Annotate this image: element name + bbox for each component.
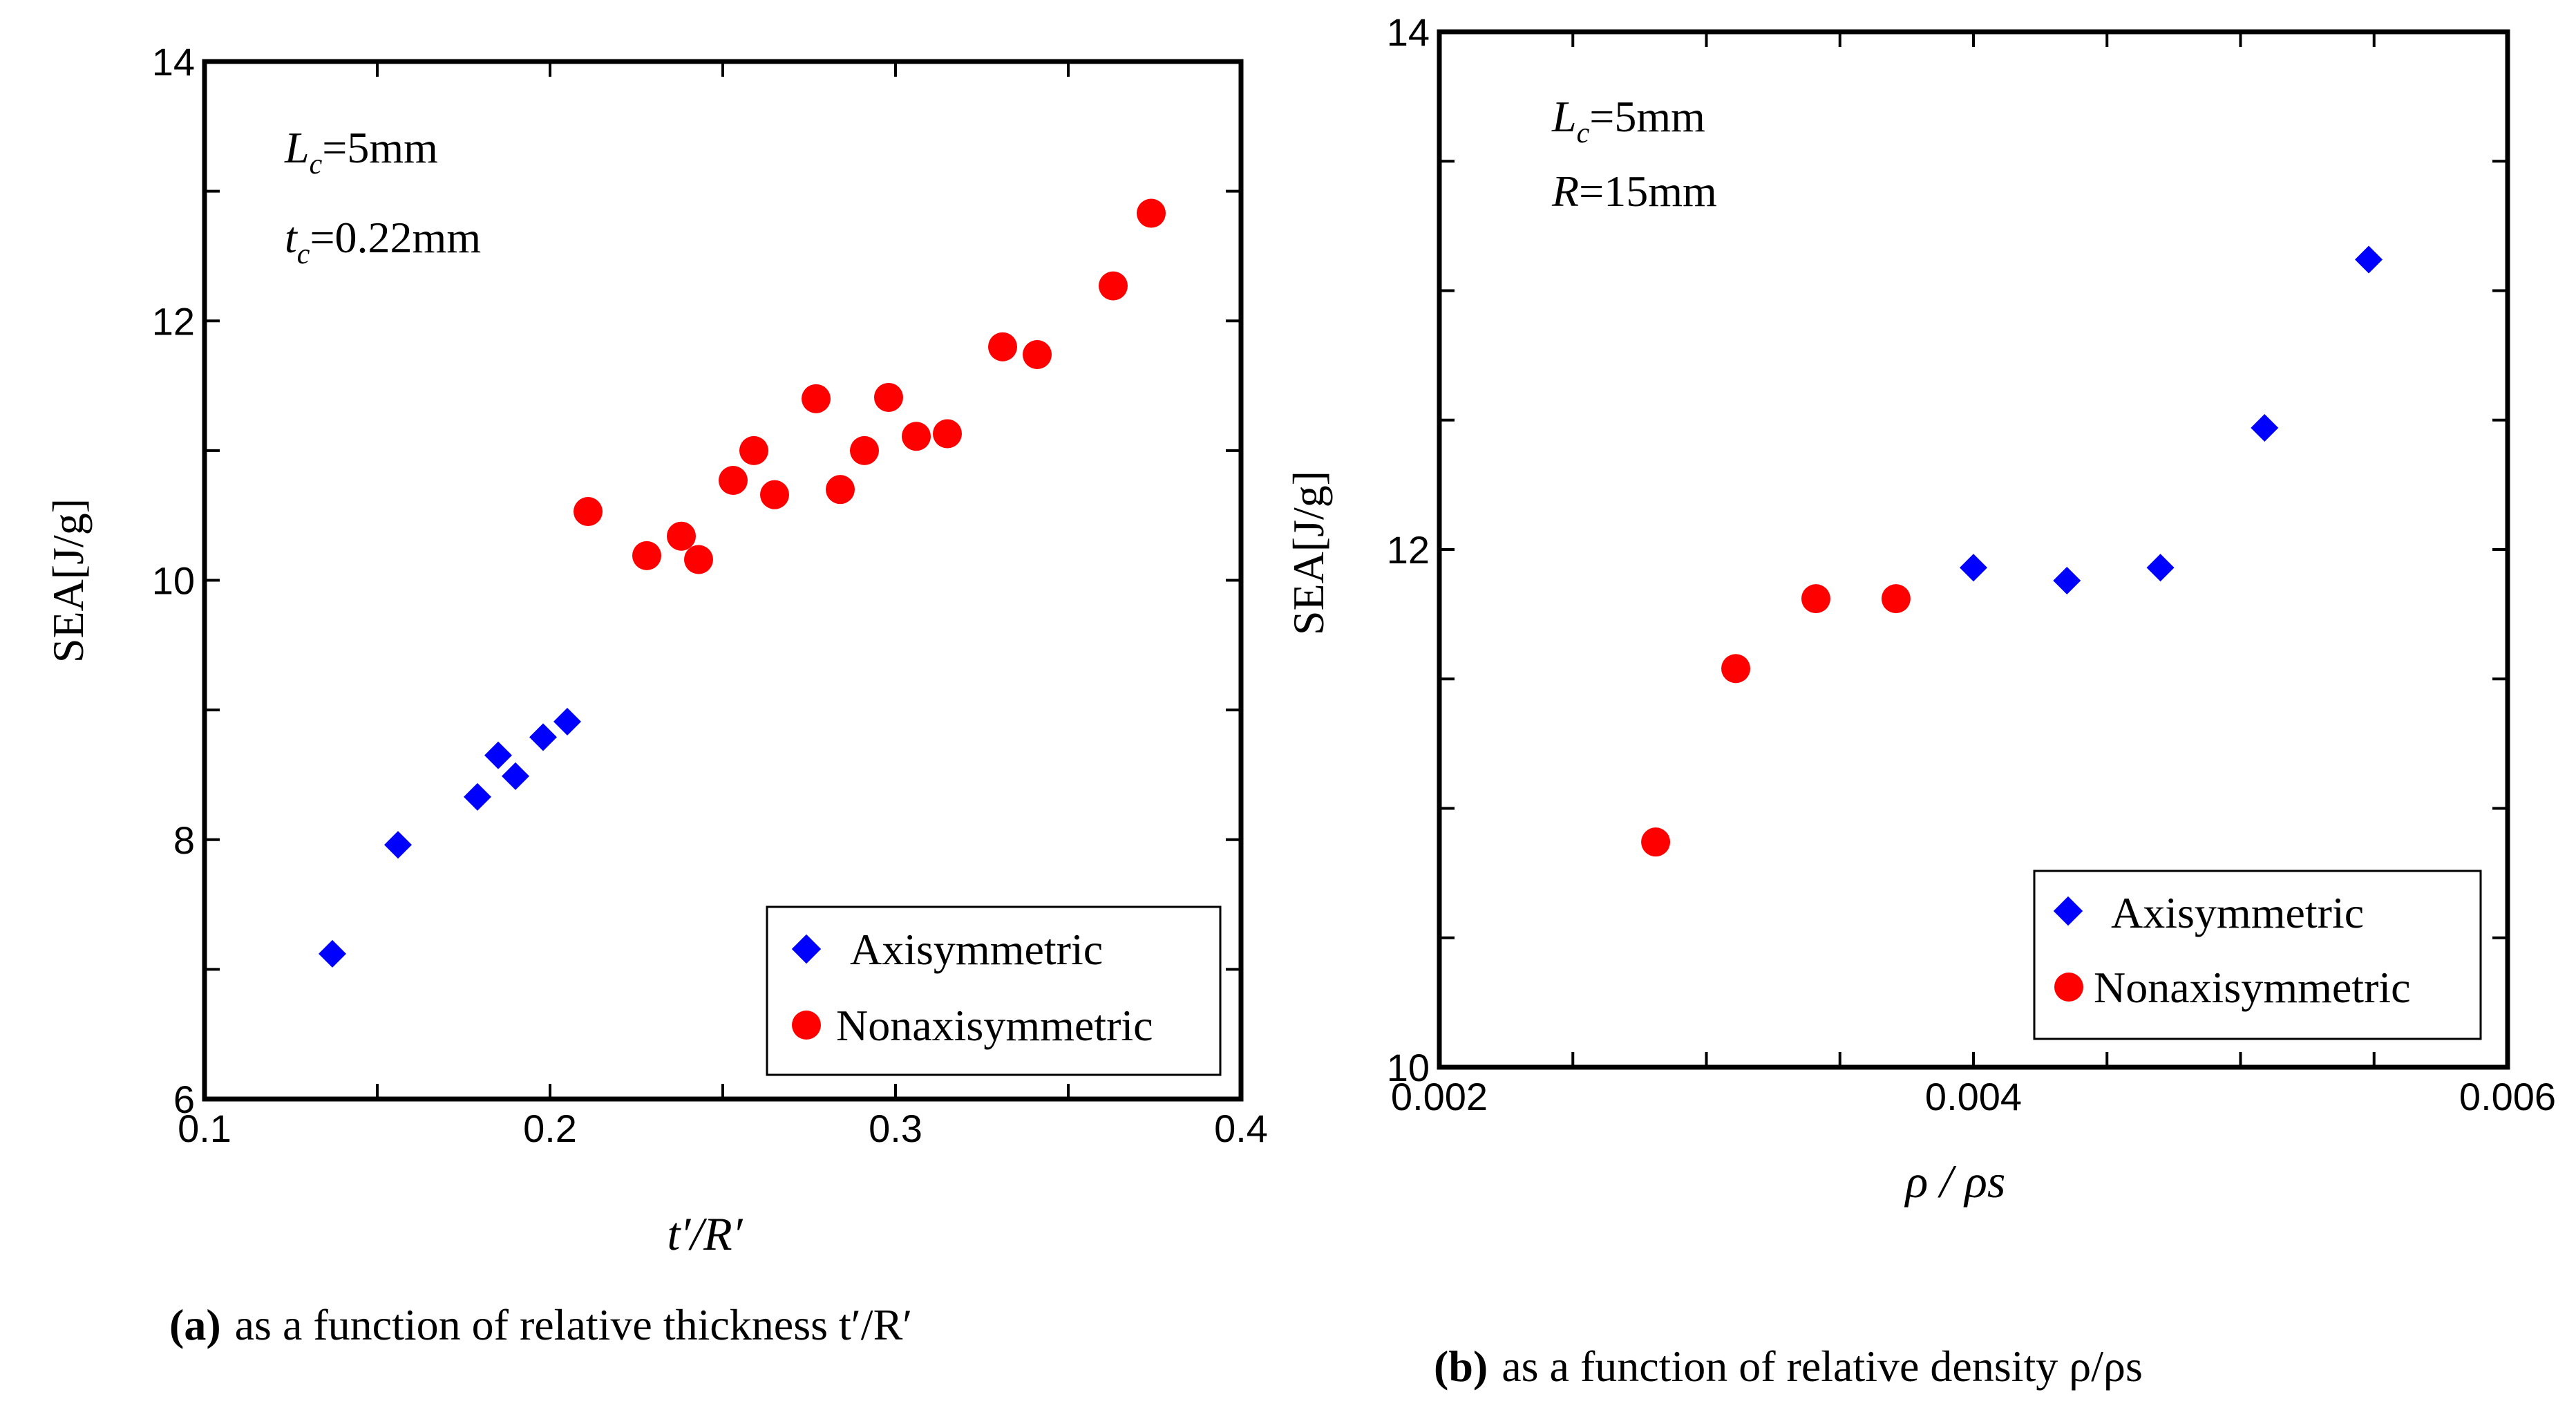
legend-b: Axisymmetric Nonaxisymmetric [2033, 870, 2482, 1040]
marks-a [319, 198, 1166, 968]
legend-label-nonaxisymmetric-a: Nonaxisymmetric [836, 1001, 1153, 1050]
data-point-nonaxisymmetric-a [850, 435, 879, 465]
data-point-nonaxisymmetric-a [1023, 340, 1052, 370]
annotation-lc-a: Lc=5mm [284, 123, 438, 180]
x-tick-label-a: 0.2 [523, 1107, 577, 1150]
x-tick-label-a: 0.1 [178, 1107, 231, 1150]
data-point-nonaxisymmetric-a [667, 521, 696, 551]
data-point-nonaxisymmetric-b [1641, 827, 1671, 857]
legend-a: Axisymmetric Nonaxisymmetric [766, 905, 1222, 1076]
data-point-nonaxisymmetric-a [902, 422, 931, 451]
y-axis-label-a: SEA[J/g] [44, 498, 93, 663]
data-point-nonaxisymmetric-a [632, 541, 661, 570]
x-tick-label-b: 0.002 [1391, 1075, 1488, 1118]
y-tick-label-b: 14 [1387, 10, 1430, 54]
legend-marker-axisymmetric-a [791, 934, 822, 964]
legend-marker-axisymmetric-b [2053, 896, 2083, 926]
legend-label-nonaxisymmetric-b: Nonaxisymmetric [2094, 963, 2411, 1012]
y-tick-label-a: 10 [152, 559, 195, 603]
data-point-axisymmetric-a [384, 831, 412, 859]
caption-b: (b) as a function of relative density ρ/ρ… [1434, 1342, 2143, 1391]
legend-marker-nonaxisymmetric-a [792, 1011, 821, 1040]
data-point-nonaxisymmetric-a [1137, 198, 1166, 228]
legend-marker-nonaxisymmetric-b [2054, 973, 2083, 1002]
annotation-lc-b: Lc=5mm [1551, 92, 1705, 149]
data-point-nonaxisymmetric-b [1881, 584, 1911, 614]
data-point-axisymmetric-a [529, 723, 557, 751]
legend-label-axisymmetric-a: Axisymmetric [850, 925, 1103, 974]
data-point-axisymmetric-a [553, 708, 581, 736]
y-tick-label-a: 8 [173, 818, 195, 862]
annotation-r-b: R=15mm [1551, 167, 1717, 216]
y-tick-label-a: 14 [152, 40, 195, 84]
data-point-axisymmetric-b [2146, 554, 2175, 582]
legend-box-b [2033, 870, 2482, 1040]
annotation-tc-a: tc=0.22mm [285, 213, 481, 270]
y-tick-label-b: 10 [1387, 1046, 1430, 1089]
data-point-nonaxisymmetric-a [684, 545, 713, 574]
data-point-axisymmetric-b [1960, 554, 1987, 582]
y-axis-label-b: SEA[J/g] [1284, 471, 1333, 635]
legend-label-axisymmetric-b: Axisymmetric [2111, 888, 2364, 937]
data-point-axisymmetric-b [2251, 413, 2279, 442]
data-point-nonaxisymmetric-a [874, 382, 903, 412]
data-point-nonaxisymmetric-a [574, 497, 603, 527]
x-axis-label-a: t′/R′ [667, 1208, 743, 1260]
caption-text-a: as a function of relative thickness t′/R… [235, 1300, 913, 1349]
data-point-axisymmetric-a [502, 762, 529, 790]
caption-label-a: (a) [169, 1300, 221, 1349]
data-point-nonaxisymmetric-a [1099, 271, 1128, 301]
y-tick-label-a: 12 [152, 299, 195, 343]
ticks-b: 0.002 0.004 0.006 10 12 14 [1387, 10, 2556, 1118]
legend-box-a [766, 905, 1222, 1076]
y-tick-label-b: 12 [1387, 528, 1430, 572]
caption-label-b: (b) [1434, 1342, 1488, 1391]
x-tick-label-b: 0.006 [2459, 1075, 2556, 1118]
data-point-nonaxisymmetric-a [802, 384, 831, 413]
caption-text-b: as a function of relative density ρ/ρs [1502, 1342, 2143, 1391]
x-tick-label-a: 0.4 [1214, 1107, 1268, 1150]
x-axis-label-b: ρ / ρs [1904, 1155, 2006, 1208]
data-point-nonaxisymmetric-b [1721, 654, 1751, 684]
data-point-nonaxisymmetric-a [719, 466, 748, 496]
x-tick-label-a: 0.3 [869, 1107, 922, 1150]
panel-a: 0.1 0.2 0.3 0.4 6 8 10 12 14 SEA[J/g] t′/R′ Lc=5… [44, 40, 1268, 1349]
panel-b: 0.002 0.004 0.006 10 12 14 SEA[J/g] ρ / ρs Lc… [1284, 10, 2556, 1391]
x-tick-label-b: 0.004 [1925, 1075, 2022, 1118]
data-point-nonaxisymmetric-a [739, 435, 768, 465]
data-point-nonaxisymmetric-a [933, 419, 962, 449]
ticks-a: 0.1 0.2 0.3 0.4 6 8 10 12 14 [152, 40, 1268, 1150]
data-point-axisymmetric-b [2053, 566, 2081, 594]
caption-a: (a) as a function of relative thickness t… [169, 1300, 912, 1349]
data-point-nonaxisymmetric-b [1801, 584, 1830, 614]
data-point-nonaxisymmetric-a [826, 475, 855, 505]
marks-b [1641, 245, 2383, 857]
data-point-axisymmetric-b [2355, 245, 2383, 274]
data-point-nonaxisymmetric-a [760, 480, 789, 509]
data-point-axisymmetric-a [319, 939, 346, 968]
data-point-nonaxisymmetric-a [988, 332, 1017, 362]
data-point-axisymmetric-a [464, 782, 491, 811]
data-point-axisymmetric-a [484, 741, 512, 769]
y-tick-label-a: 6 [173, 1078, 195, 1121]
